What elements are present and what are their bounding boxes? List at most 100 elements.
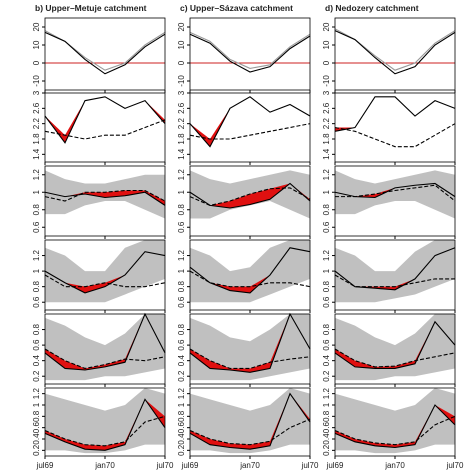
deficit-fill — [210, 201, 230, 208]
x-tick-label: jul69 — [36, 461, 54, 470]
y-tick-label: 2.2 — [32, 118, 41, 130]
deficit-fill — [230, 194, 250, 208]
panel-title: b) Upper–Metuje catchment — [35, 3, 147, 13]
y-tick-label: 0.8 — [32, 204, 41, 216]
y-tick-label: 0.6 — [32, 422, 41, 434]
y-tick-label: 1.2 — [177, 388, 186, 400]
y-tick-label: 1.2 — [32, 249, 41, 261]
y-tick-label: 1.2 — [32, 169, 41, 181]
y-tick-label: 1 — [177, 268, 186, 273]
y-tick-label: 0.8 — [177, 323, 186, 335]
deficit-fill — [105, 441, 125, 451]
y-tick-label: 0.2 — [32, 370, 41, 382]
y-tick-label: 3 — [32, 90, 41, 95]
series-line — [335, 184, 456, 202]
series-line — [44, 191, 166, 206]
y-tick-label: 1.2 — [322, 169, 331, 181]
y-tick-label: 3 — [177, 90, 186, 95]
uncertainty-band — [190, 388, 310, 454]
y-tick-label: 3 — [322, 90, 331, 95]
y-tick-label: -10 — [32, 75, 41, 87]
series-line — [334, 415, 456, 446]
y-tick-label: 0.4 — [177, 433, 186, 445]
y-tick-label: 0.8 — [322, 281, 331, 293]
y-tick-label: 0.8 — [177, 410, 186, 422]
y-tick-label: 1 — [32, 189, 41, 194]
y-tick-label: 0.6 — [322, 422, 331, 434]
series-line — [189, 187, 311, 206]
deficit-fill — [355, 439, 375, 446]
y-tick-label: 0.8 — [322, 410, 331, 422]
y-tick-label: 0.4 — [322, 355, 331, 367]
deficit-fill — [250, 362, 270, 373]
series-line — [334, 28, 456, 71]
y-tick-label: 10 — [322, 40, 331, 49]
series-line — [44, 274, 166, 288]
series-line — [44, 415, 166, 447]
series-line — [334, 123, 456, 148]
series-line — [334, 320, 456, 369]
y-tick-label: 0.4 — [32, 433, 41, 445]
y-tick-label: 0.8 — [177, 204, 186, 216]
series-line — [44, 348, 166, 370]
panel-title: c) Upper–Sázava catchment — [180, 3, 293, 13]
y-tick-label: 0.4 — [322, 433, 331, 445]
x-tick-label: jul70 — [156, 461, 174, 470]
y-tick-label: 0.6 — [177, 339, 186, 351]
deficit-fill — [335, 430, 355, 442]
panel-frame — [44, 17, 166, 91]
series-line — [44, 96, 166, 144]
x-tick-label: jul70 — [446, 461, 464, 470]
x-tick-label: jan70 — [384, 461, 405, 470]
series-line — [44, 398, 166, 451]
y-tick-label: 2.6 — [322, 102, 331, 114]
y-tick-label: 1 — [32, 402, 41, 407]
deficit-fill — [190, 430, 210, 445]
panel-frame — [189, 17, 311, 91]
y-tick-label: 0.8 — [32, 281, 41, 293]
y-tick-label: 1 — [177, 402, 186, 407]
deficit-fill — [335, 349, 355, 367]
y-tick-label: 10 — [177, 40, 186, 49]
y-tick-label: 0.8 — [32, 410, 41, 422]
y-tick-label: 0.6 — [32, 296, 41, 308]
y-tick-label: 1.8 — [177, 133, 186, 145]
y-tick-label: 0 — [177, 60, 186, 65]
y-tick-label: 0.2 — [322, 444, 331, 456]
y-tick-label: 0.6 — [177, 422, 186, 434]
y-tick-label: 2.2 — [177, 118, 186, 130]
x-tick-label: jul70 — [301, 461, 319, 470]
uncertainty-band — [45, 314, 165, 381]
series-line — [189, 96, 311, 148]
y-tick-label: 1.2 — [177, 249, 186, 261]
series-line — [189, 31, 311, 69]
y-tick-label: 0 — [322, 60, 331, 65]
uncertainty-band — [190, 314, 310, 381]
deficit-fill — [230, 286, 250, 293]
y-tick-label: 0.2 — [177, 370, 186, 382]
deficit-fill — [45, 349, 65, 369]
deficit-fill — [85, 282, 105, 293]
y-tick-label: 1.2 — [322, 249, 331, 261]
y-tick-label: 1.4 — [32, 148, 41, 160]
series-line — [44, 119, 166, 140]
y-tick-label: 0.6 — [322, 296, 331, 308]
y-tick-label: 0.8 — [322, 204, 331, 216]
series-line — [44, 189, 166, 202]
y-tick-label: 2.6 — [32, 102, 41, 114]
y-tick-label: 0.6 — [177, 296, 186, 308]
series-line — [334, 247, 456, 291]
deficit-fill — [395, 441, 415, 448]
y-tick-label: 1 — [32, 268, 41, 273]
y-tick-label: 2.6 — [177, 102, 186, 114]
deficit-fill — [85, 444, 105, 451]
deficit-fill — [105, 359, 125, 367]
y-tick-label: -10 — [322, 75, 331, 87]
series-line — [334, 348, 456, 368]
x-tick-label: jul69 — [326, 461, 344, 470]
x-tick-label: jan70 — [239, 461, 260, 470]
y-tick-label: 0.4 — [177, 355, 186, 367]
panel-frame — [334, 17, 456, 91]
y-tick-label: 0.4 — [32, 355, 41, 367]
